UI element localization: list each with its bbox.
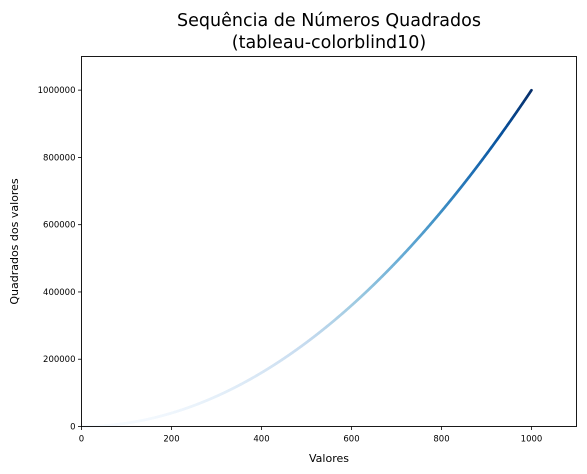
x-tick-label: 400 bbox=[253, 435, 269, 445]
x-tick-label: 600 bbox=[343, 435, 359, 445]
x-axis-ticks: 0 200 400 600 800 1000 bbox=[79, 426, 543, 445]
y-tick-label: 1000000 bbox=[38, 86, 76, 96]
y-axis-ticks: 0 200000 400000 600000 800000 1000000 bbox=[38, 86, 82, 433]
chart-title-line2: (tableau-colorblind10) bbox=[232, 33, 427, 53]
chart-title-line1: Sequência de Números Quadrados bbox=[177, 11, 481, 31]
y-axis-label: Quadrados dos valores bbox=[8, 178, 21, 305]
y-tick-label: 800000 bbox=[43, 153, 75, 163]
y-tick-label: 600000 bbox=[43, 221, 75, 231]
y-tick-label: 200000 bbox=[43, 355, 75, 365]
x-tick-label: 0 bbox=[79, 435, 84, 445]
plot-frame bbox=[81, 56, 577, 427]
y-tick-label: 0 bbox=[70, 423, 75, 433]
x-tick-label: 1000 bbox=[521, 435, 543, 445]
x-tick-label: 200 bbox=[163, 435, 179, 445]
data-points bbox=[80, 88, 533, 428]
x-axis-label: Valores bbox=[309, 452, 349, 465]
data-point bbox=[530, 88, 533, 92]
y-tick-label: 400000 bbox=[43, 288, 75, 298]
x-tick-label: 800 bbox=[433, 435, 449, 445]
